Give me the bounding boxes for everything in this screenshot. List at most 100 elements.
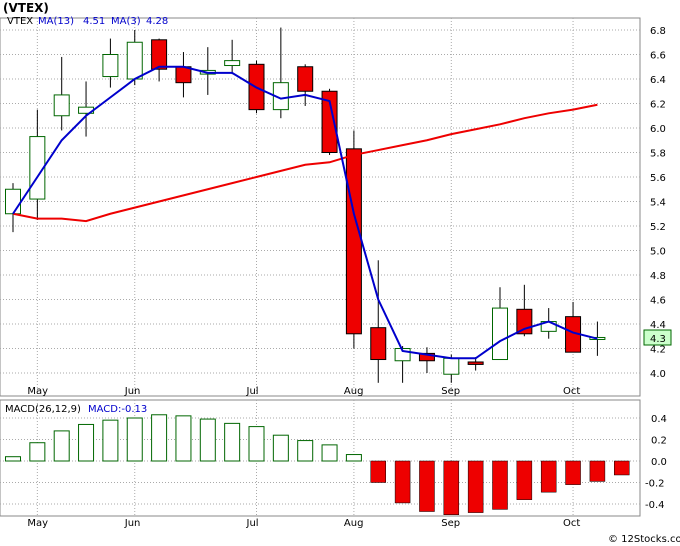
macd-y-tick-label: 0.4 [651,414,667,425]
price-y-tick-label: 4.4 [650,320,666,331]
macd-x-tick-label: Jul [246,518,259,529]
candle-up [126,41,143,80]
macd-bar-positive [321,444,338,462]
macd-bar-negative [565,460,581,485]
macd-bar-positive [345,454,362,462]
candle-down [467,361,484,365]
candle-down [297,66,314,92]
macd-x-tick-label: Sep [441,518,460,529]
candle-up [102,54,119,78]
price-y-tick-label: 6.6 [650,51,666,62]
chart-title: (VTEX) [3,1,49,15]
price-legend: VTEX MA(13) 4.51 MA(3) 4.28 [7,16,168,27]
price-y-tick-label: 6.2 [650,100,666,111]
ma13-line [12,103,598,223]
macd-bar-positive [53,430,70,462]
macd-bar-negative [443,460,460,515]
price-y-tick-label: 4.2 [650,345,666,356]
macd-bar-positive [272,434,289,462]
macd-bar-negative [516,460,533,500]
price-y-tick-label: 5.4 [650,198,666,209]
ma3-line [12,65,598,360]
last-price-tag-box [643,329,672,346]
macd-panel-frame [0,399,641,517]
macd-bar-positive [248,426,265,462]
price-x-tick-label: Oct [563,386,580,397]
candle-up [5,188,21,215]
price-x-axis: May Jun Jul Aug Sep Oct [27,386,580,397]
macd-bar-negative [467,460,484,513]
price-y-tick-label: 4.6 [650,296,666,307]
price-y-tick-label: 5.0 [650,247,666,258]
macd-x-axis: May Jun Jul Aug Sep Oct [27,518,580,529]
macd-x-tick-label: Aug [344,518,364,529]
moving-average-lines [12,65,598,360]
price-x-tick-label: Aug [344,386,364,397]
macd-bar-negative [492,460,508,510]
last-price-tag: 4.3 [650,334,666,345]
macd-bar-positive [29,442,46,462]
macd-bar-negative [370,460,386,483]
candle-up [53,94,70,117]
legend-ma13-label: MA(13) [38,16,74,27]
macd-bar-positive [78,423,95,462]
candle-up [443,357,460,375]
price-panel-frame [0,17,641,397]
legend-symbol: VTEX [7,16,33,27]
price-x-tick-label: Sep [441,386,460,397]
price-y-tick-label: 6.0 [650,124,666,135]
candle-down [345,148,362,335]
macd-bar-positive [175,415,192,462]
price-y-tick-label: 6.4 [650,75,666,86]
candle-up [224,60,241,67]
macd-bar-positive [199,418,216,462]
macd-x-tick-label: May [27,518,48,529]
candle-down [516,308,533,335]
macd-bar-positive [224,422,241,462]
macd-x-tick-label: Jun [124,518,141,529]
candle-up [492,307,508,361]
price-candles [5,27,606,383]
candle-down [321,90,338,153]
macd-bar-negative [589,460,606,482]
price-x-tick-label: Jul [246,386,259,397]
price-y-axis: 6.8 6.6 6.4 6.2 6.0 5.8 5.6 5.4 5.2 5.0 4.8 4.6 4.4 4… [650,26,666,380]
price-x-tick-label: May [27,386,48,397]
macd-bar-negative [540,460,557,493]
price-y-tick-label: 5.8 [650,149,666,160]
price-grid [0,18,640,396]
macd-grid [0,400,640,516]
candle-down [370,327,387,361]
price-y-tick-label: 6.8 [650,26,666,37]
candle-down [418,352,435,362]
macd-legend-label: MACD(26,12,9) [5,404,81,415]
macd-y-axis: 0.4 0.2 0.0 -0.2 -0.4 [645,414,667,511]
macd-bar-positive [102,419,119,462]
legend-ma3-label: MA(3) [111,16,141,27]
macd-legend-value: MACD:-0.13 [88,404,147,415]
price-y-tick-label: 4.8 [650,271,666,282]
macd-bar-negative [419,460,435,512]
macd-y-tick-label: -0.4 [645,500,665,511]
macd-x-tick-label: Oct [563,518,580,529]
price-y-tick-label: 4.0 [650,369,666,380]
macd-y-tick-label: 0.0 [651,457,667,468]
candle-down [151,39,168,70]
macd-y-tick-label: 0.2 [651,436,667,447]
macd-bar-positive [126,417,143,462]
price-y-tick-label: 5.6 [650,173,666,184]
macd-legend: MACD(26,12,9) MACD:-0.13 [5,404,147,415]
macd-y-tick-label: -0.2 [645,479,665,490]
macd-bars [5,414,630,515]
legend-ma3-value: 4.28 [146,16,168,27]
price-x-tick-label: Jun [124,386,141,397]
macd-bar-positive [151,414,168,462]
price-y-tick-label: 5.2 [650,222,666,233]
macd-bar-positive [5,456,21,462]
candle-down [175,66,192,84]
macd-bar-negative [614,460,630,476]
macd-bar-negative [394,460,411,504]
watermark: © 12Stocks.com [608,534,680,545]
legend-ma13-value: 4.51 [83,16,105,27]
